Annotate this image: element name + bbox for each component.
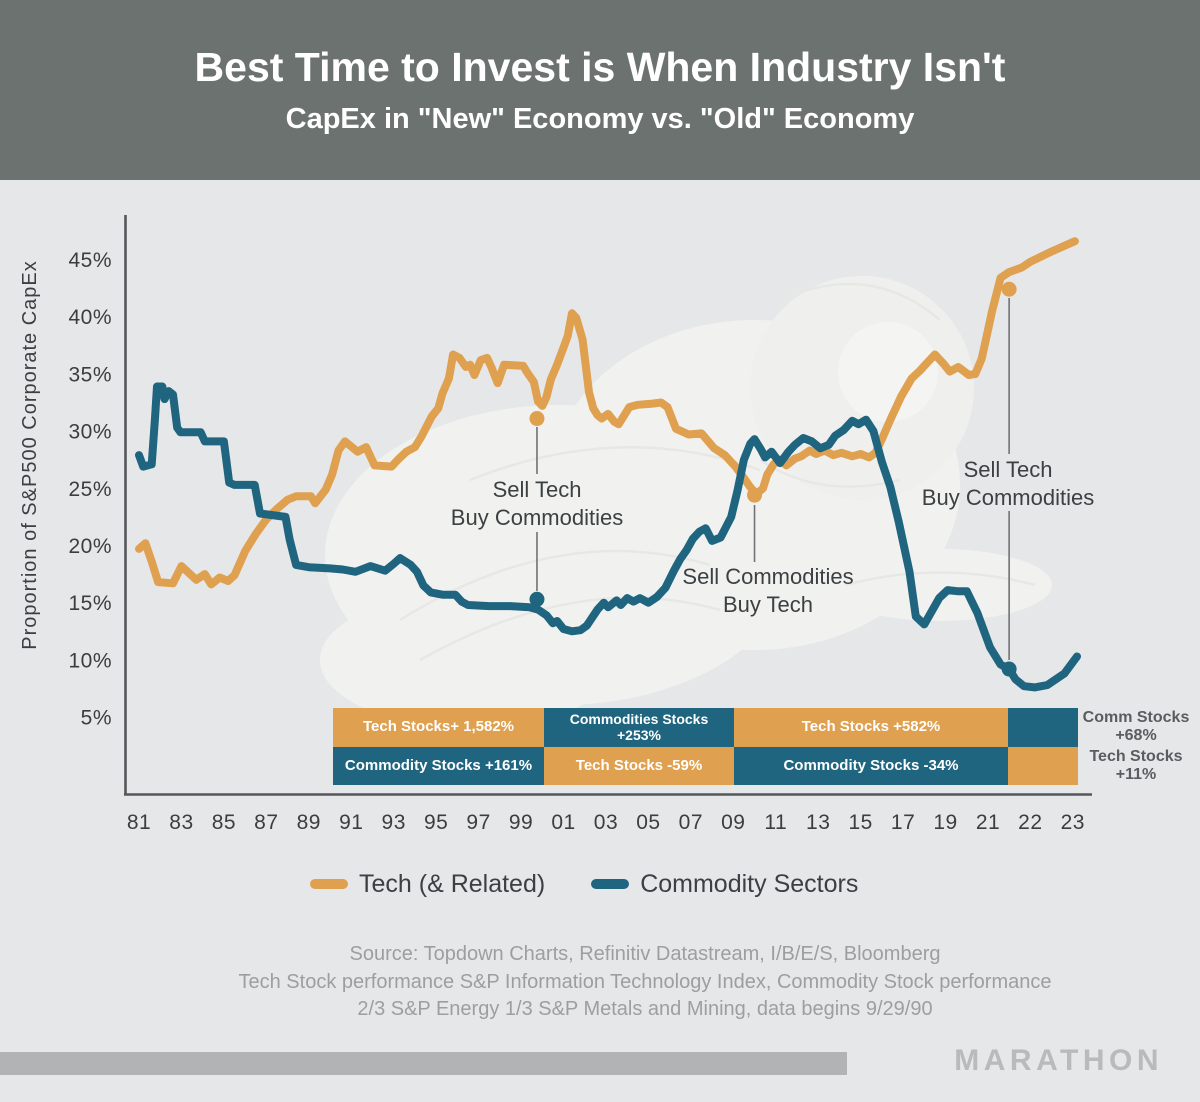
x-tick-label: 13 <box>806 811 830 834</box>
annotation-dot <box>529 591 545 607</box>
legend-label-tech: Tech (& Related) <box>359 869 546 898</box>
legend-item-tech: Tech (& Related) <box>310 870 545 899</box>
annotation-label: Buy Commodities <box>922 485 1094 510</box>
annotation-label: Sell Tech <box>964 457 1053 482</box>
perf-side-label-text: +11% <box>1115 765 1157 783</box>
x-tick-label: 83 <box>169 811 193 834</box>
perf-cell: Commodity Stocks -34% <box>734 746 1008 785</box>
chart-annotations: Sell Tech Buy Commodities Sell Commodities… <box>451 281 1094 677</box>
x-tick-label: 07 <box>679 811 703 834</box>
x-tick-label: 99 <box>509 811 533 834</box>
x-tick-label: 93 <box>382 811 406 834</box>
annotation-label: Sell Tech <box>493 477 582 502</box>
x-tick-label: 17 <box>891 811 915 834</box>
y-axis-tick-labels: 45% 40% 35% 30% 25% 20% 15% 10% 5% <box>68 249 112 730</box>
annotation-dot <box>1001 281 1017 297</box>
tech-line <box>135 237 1079 589</box>
annotation-label: Buy Commodities <box>451 505 623 530</box>
annotation-label: Buy Tech <box>723 592 813 617</box>
annotation-dot <box>529 411 545 427</box>
perf-side-label-text: +68% <box>1115 727 1157 745</box>
tech-line-swatch <box>310 879 348 889</box>
x-tick-label: 19 <box>933 811 957 834</box>
annotation-label: Sell Commodities <box>682 564 853 589</box>
x-tick-label: 97 <box>466 811 490 834</box>
header-banner: Best Time to Invest is When Industry Isn… <box>0 0 1200 180</box>
legend-label-commodity: Commodity Sectors <box>640 869 859 898</box>
legend: Tech (& Related) Commodity Sectors <box>310 870 858 898</box>
perf-cell: Commodities Stocks +253% <box>544 708 734 747</box>
y-axis-title: Proportion of S&P500 Corporate CapEx <box>19 260 41 650</box>
y-tick-label: 35% <box>68 363 112 386</box>
x-axis-tick-labels: 81 83 85 87 89 91 93 95 97 99 01 03 05 07 09 11 13 15 17 19… <box>127 811 1085 834</box>
x-tick-label: 95 <box>424 811 448 834</box>
perf-cell-text: Commodity Stocks -34% <box>783 756 959 774</box>
source-note: Source: Topdown Charts, Refinitiv Datast… <box>95 941 1195 1024</box>
y-tick-label: 15% <box>68 592 112 615</box>
y-tick-label: 10% <box>68 649 112 672</box>
x-tick-label: 89 <box>297 811 321 834</box>
perf-cell-text: Tech Stocks -59% <box>575 756 703 774</box>
y-tick-label: 40% <box>68 306 112 329</box>
perf-cell-text: +253% <box>617 727 661 744</box>
x-tick-label: 11 <box>764 811 787 834</box>
perf-cell: Tech Stocks+ 1,582% <box>333 708 544 747</box>
x-tick-label: 81 <box>127 811 151 834</box>
perf-cell: Commodity Stocks +161% <box>333 746 544 785</box>
source-line-2: Tech Stock performance S&P Information T… <box>238 970 1052 993</box>
x-tick-label: 01 <box>551 811 575 834</box>
x-tick-label: 21 <box>976 811 1000 834</box>
x-tick-label: 09 <box>721 811 745 834</box>
annotation-dot <box>747 487 763 503</box>
x-tick-label: 05 <box>636 811 660 834</box>
perf-side-label-text: Tech Stocks <box>1089 747 1183 765</box>
y-tick-label: 45% <box>68 249 112 272</box>
perf-side-label: Tech Stocks +11% <box>1078 747 1194 786</box>
y-tick-label: 20% <box>68 535 112 558</box>
commodity-line <box>135 382 1081 692</box>
perf-cell-text: Commodity Stocks +161% <box>344 756 533 774</box>
perf-cell: Tech Stocks +582% <box>734 708 1008 747</box>
perf-side-label-text: Comm Stocks <box>1082 709 1190 727</box>
x-tick-label: 91 <box>339 811 363 834</box>
footer-bar <box>0 1052 847 1075</box>
perf-cell: Tech Stocks -59% <box>544 746 734 785</box>
perf-cell-text: Tech Stocks+ 1,582% <box>362 718 515 736</box>
brand-logo: MARATHON <box>954 1044 1163 1077</box>
x-tick-label: 03 <box>594 811 618 834</box>
commodity-line-swatch <box>591 879 630 889</box>
x-tick-label: 87 <box>254 811 278 834</box>
axes: Proportion of S&P500 Corporate CapEx 45%… <box>19 215 1092 834</box>
x-tick-label: 85 <box>212 811 236 834</box>
legend-item-commodity: Commodity Sectors <box>591 870 858 899</box>
page-subtitle: CapEx in "New" Economy vs. "Old" Economy <box>285 103 915 135</box>
y-tick-label: 5% <box>81 707 112 730</box>
y-tick-label: 30% <box>68 421 112 444</box>
perf-cell-empty <box>1008 708 1078 747</box>
x-tick-label: 23 <box>1061 811 1085 834</box>
page-title: Best Time to Invest is When Industry Isn… <box>194 44 1006 90</box>
x-tick-label: 22 <box>1018 811 1042 834</box>
source-line-1: Source: Topdown Charts, Refinitiv Datast… <box>349 943 941 965</box>
source-line-3: 2/3 S&P Energy 1/3 S&P Metals and Mining… <box>357 998 933 1020</box>
perf-cell-text: Commodities Stocks <box>569 711 709 728</box>
perf-cell-empty <box>1008 746 1078 785</box>
perf-cell-text: Tech Stocks +582% <box>801 718 941 736</box>
y-tick-label: 25% <box>68 478 112 501</box>
data-series <box>135 237 1081 692</box>
annotation-dot <box>1001 661 1017 677</box>
x-tick-label: 15 <box>848 811 872 834</box>
perf-side-label: Comm Stocks +68% <box>1078 708 1194 747</box>
